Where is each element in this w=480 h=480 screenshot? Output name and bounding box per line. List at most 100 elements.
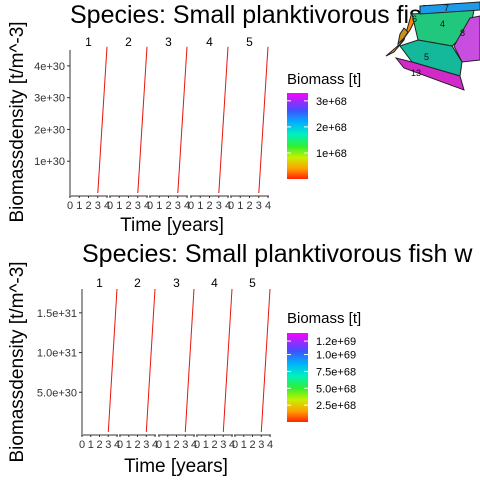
- map-label-7: 7: [444, 3, 449, 13]
- chart-1-facet-label: 4: [206, 35, 213, 49]
- chart-1-xlabel: Time [years]: [120, 215, 224, 236]
- map-label-5: 5: [424, 52, 429, 62]
- chart-1-x-tick-label: 2: [125, 200, 131, 212]
- chart-1-x-tick-label: 0: [107, 200, 113, 212]
- chart-2-colorbar: [287, 333, 308, 422]
- chart-2-x-tick-label: 3: [105, 439, 111, 451]
- map-area-8: [453, 15, 480, 63]
- chart-1-x-tick-label: 2: [85, 200, 91, 212]
- chart-2-y-tick-label: 5.0e+30: [37, 387, 77, 399]
- chart-2-facet-label: 2: [134, 276, 141, 290]
- chart-1-series-line-1: [97, 46, 108, 194]
- chart-2-legend-title: Biomass [t]: [287, 310, 361, 327]
- chart-1-x-tick-label: 4: [144, 200, 150, 212]
- map-label-13: 13: [411, 68, 421, 78]
- chart-1-x-tick-label: 2: [165, 200, 171, 212]
- chart-1-x-tick-label: 0: [228, 200, 234, 212]
- chart-1-facet-label: 2: [125, 35, 132, 49]
- chart-2-x-tick-label: 1: [203, 439, 209, 451]
- chart-1-facet-label: 5: [246, 35, 253, 49]
- chart-1-x-tick-label: 0: [67, 200, 73, 212]
- chart-2-legend-label: 1.2e+69: [316, 336, 356, 348]
- chart-1-x-tick-label: 0: [188, 200, 194, 212]
- chart-2-y-tick-label: 1.0e+31: [37, 348, 77, 360]
- inset-map-labels: 4 5 6 7 8 13: [411, 3, 465, 78]
- chart-1-x-tick-label: 4: [265, 200, 271, 212]
- chart-2-x-tick-label: 4: [191, 439, 197, 451]
- map-label-4: 4: [440, 19, 445, 29]
- chart-1-colorbar: [287, 93, 308, 179]
- chart-1-x-tick-label: 4: [184, 200, 190, 212]
- chart-2-x-tick-label: 1: [88, 439, 94, 451]
- chart-1-series-line-2: [137, 46, 148, 194]
- map-label-8: 8: [460, 28, 465, 38]
- chart-2-x-tick-label: 0: [232, 439, 238, 451]
- chart-2-x-tick-label: 4: [267, 439, 273, 451]
- chart-2-ylabel: Biomassdensity [t/m^-3]: [7, 261, 28, 462]
- chart-2-x-tick-label: 4: [114, 439, 120, 451]
- chart-2-x-tick-label: 2: [249, 439, 255, 451]
- chart-2-x-tick-label: 0: [79, 439, 85, 451]
- chart-1-x-tick-label: 3: [175, 200, 181, 212]
- chart-1-legend-label: 3e+68: [316, 96, 347, 108]
- inset-map: [385, 1, 480, 91]
- chart-1-facet-label: 1: [85, 35, 92, 49]
- chart-2-x-tick-label: 1: [165, 439, 171, 451]
- chart-2-y-tick-label: 1.5e+31: [37, 308, 77, 320]
- chart-2-x-tick-label: 4: [152, 439, 158, 451]
- chart-1-y-tick-label: 1e+30: [34, 156, 65, 168]
- chart-2-legend-label: 1.0e+69: [316, 350, 356, 362]
- chart-1-x-tick-label: 1: [197, 200, 203, 212]
- chart-2-xlabel: Time [years]: [124, 456, 228, 477]
- chart-1-x-tick-label: 3: [216, 200, 222, 212]
- chart-2-x-tick-label: 1: [241, 439, 247, 451]
- chart-1-x-tick-label: 1: [116, 200, 122, 212]
- chart-2-x-tick-label: 3: [258, 439, 264, 451]
- chart-2-series-line-2: [145, 288, 156, 433]
- chart-1-title: Species: Small planktivorous fish w: [70, 1, 461, 29]
- chart-1-series-line-3: [177, 46, 188, 194]
- map-area-7: [419, 1, 480, 15]
- chart-2-legend-label: 2.5e+68: [316, 400, 356, 412]
- chart-1-legend-title: Biomass [t]: [287, 71, 361, 88]
- chart-1-legend-label: 1e+68: [316, 148, 347, 160]
- chart-2-x-tick-label: 2: [134, 439, 140, 451]
- chart-1-facet-label: 3: [165, 35, 172, 49]
- chart-2-x-tick-label: 3: [220, 439, 226, 451]
- chart-2-legend-label: 7.5e+68: [316, 366, 356, 378]
- chart-2-x-tick-label: 0: [117, 439, 123, 451]
- chart-1-x-tick-label: 0: [147, 200, 153, 212]
- chart-1-y-tick-label: 2e+30: [34, 124, 65, 136]
- chart-1-x-tick-label: 2: [206, 200, 212, 212]
- chart-2-x-tick-label: 3: [182, 439, 188, 451]
- chart-2-x-tick-label: 2: [173, 439, 179, 451]
- chart-2-series-line-5: [260, 288, 271, 433]
- chart-2-facet-label: 4: [211, 276, 218, 290]
- map-area-13: [394, 57, 465, 91]
- chart-1-x-tick-label: 1: [76, 200, 82, 212]
- chart-2-x-tick-label: 0: [194, 439, 200, 451]
- chart-1-x-tick-label: 1: [237, 200, 243, 212]
- chart-1-x-tick-label: 4: [225, 200, 231, 212]
- chart-1-y-tick-label: 4e+30: [34, 61, 65, 73]
- map-area-coast: [397, 27, 409, 46]
- chart-1-y-tick-label: 3e+30: [34, 93, 65, 105]
- chart-2-x-tick-label: 3: [143, 439, 149, 451]
- chart-2-legend-label: 5.0e+68: [316, 383, 356, 395]
- chart-2-x-tick-label: 1: [126, 439, 132, 451]
- chart-2-x-tick-label: 0: [156, 439, 162, 451]
- chart-2-series-line-1: [107, 288, 118, 433]
- chart-1-x-tick-label: 2: [246, 200, 252, 212]
- chart-2-facet-label: 3: [173, 276, 180, 290]
- chart-1-legend-label: 2e+68: [316, 122, 347, 134]
- chart-2-series-line-4: [222, 288, 233, 433]
- chart-1-x-tick-label: 3: [256, 200, 262, 212]
- chart-2-series-line-3: [184, 288, 195, 433]
- chart-1-series-line-5: [258, 46, 269, 194]
- chart-2-title: Species: Small planktivorous fish w: [82, 240, 473, 268]
- map-label-6: 6: [412, 14, 417, 24]
- chart-2-facet-label: 1: [96, 276, 103, 290]
- chart-1-x-tick-label: 3: [95, 200, 101, 212]
- chart-2-facet-label: 5: [249, 276, 256, 290]
